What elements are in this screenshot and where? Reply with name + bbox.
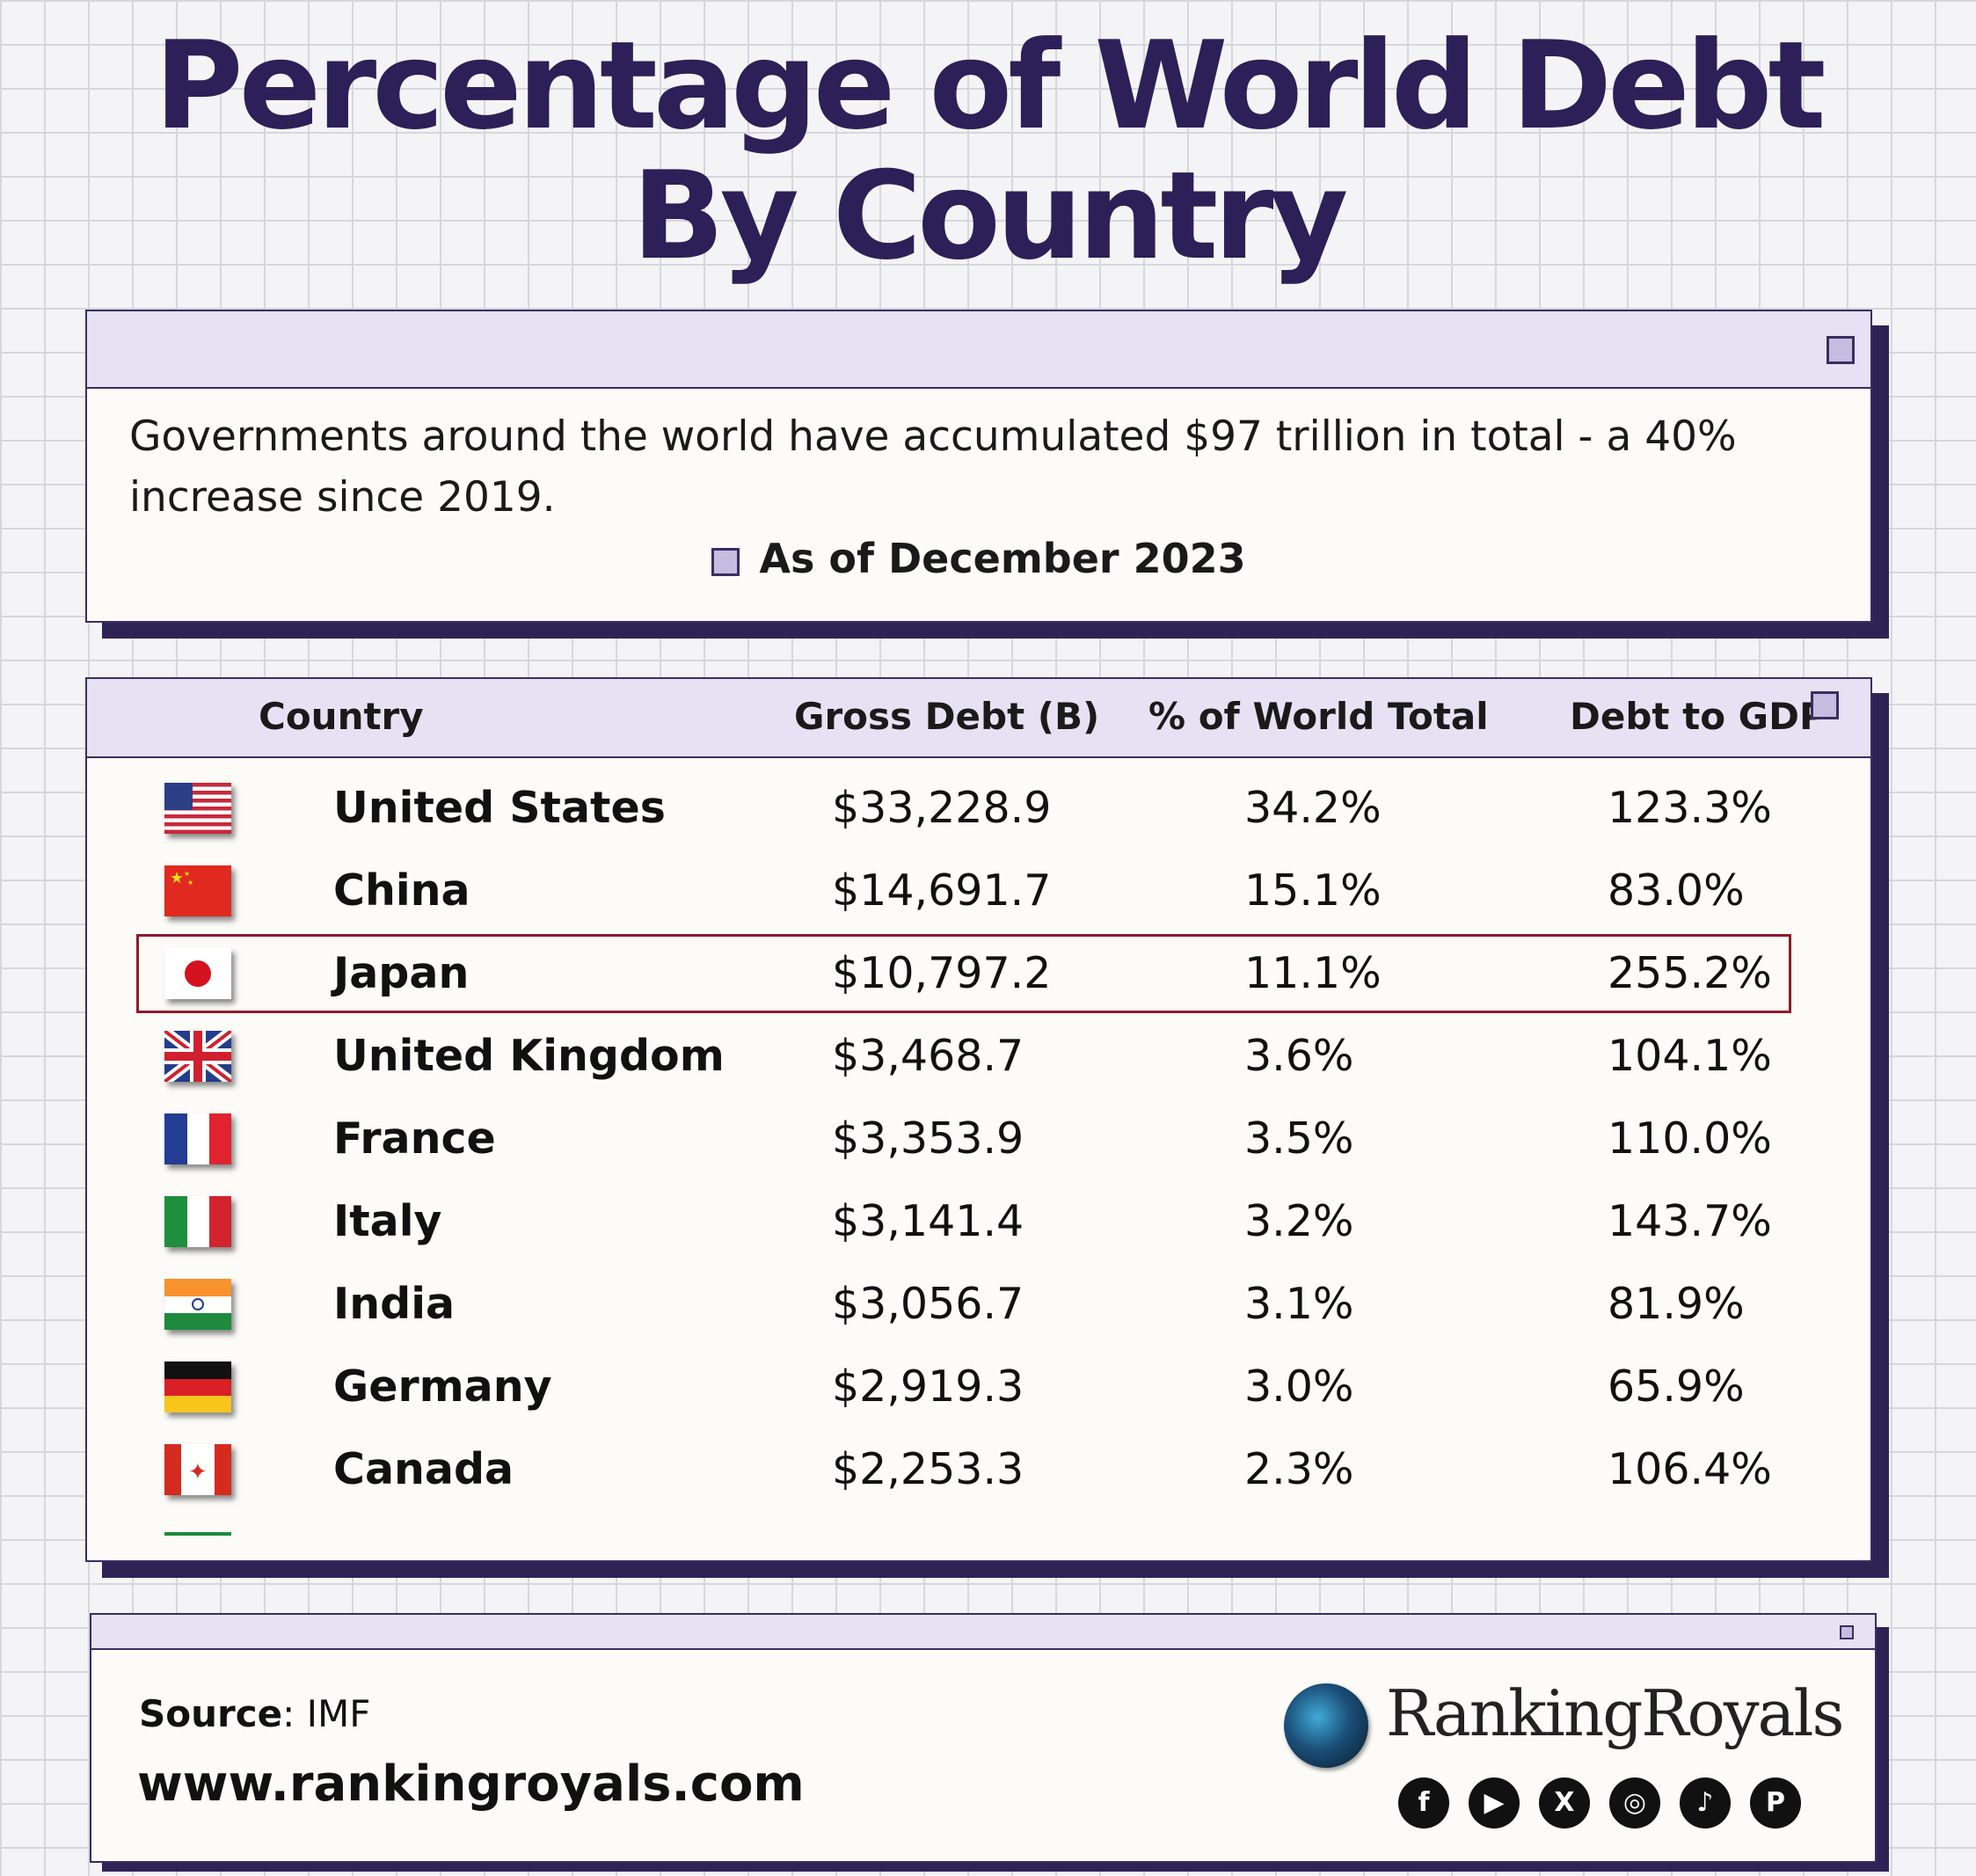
gross-debt: $33,228.9	[832, 783, 1052, 833]
debt-gdp: 123.3%	[1608, 783, 1772, 833]
debt-gdp: 81.9%	[1608, 1279, 1745, 1329]
country-name: India	[333, 1279, 456, 1329]
window-square-icon	[1811, 691, 1839, 719]
table-row: Germany $2,919.3 3.0% 65.9%	[87, 1346, 1870, 1428]
gross-debt: $10,797.2	[832, 948, 1052, 998]
tiktok-icon[interactable]: ♪	[1680, 1777, 1731, 1829]
footer-window: Source: IMF www.rankingroyals.com Rankin…	[90, 1613, 1877, 1863]
table-window: Country Gross Debt (B) % of World Total …	[85, 677, 1872, 1562]
world-pct: 2.3%	[1244, 1444, 1354, 1494]
country-name: Canada	[333, 1444, 514, 1494]
svg-text:★: ★	[170, 869, 184, 887]
source-line: Source: IMF	[139, 1692, 370, 1735]
svg-text:✦: ✦	[188, 1459, 208, 1485]
country-name: France	[333, 1113, 496, 1164]
world-pct: 3.0%	[1244, 1361, 1354, 1412]
world-pct: 3.2%	[1244, 1196, 1354, 1246]
debt-gdp: 83.0%	[1608, 865, 1745, 916]
header-world-total: % of World Total	[1148, 695, 1489, 738]
debt-gdp: 65.9%	[1608, 1361, 1745, 1412]
website-url[interactable]: www.rankingroyals.com	[137, 1756, 805, 1813]
facebook-icon[interactable]: f	[1398, 1777, 1449, 1829]
x-icon[interactable]: X	[1539, 1777, 1590, 1829]
intro-window-titlebar	[87, 311, 1870, 389]
page-title: Percentage of World Debt	[154, 15, 1826, 157]
country-name: Italy	[333, 1196, 442, 1246]
gross-debt: $3,353.9	[832, 1113, 1024, 1164]
debt-gdp: 143.7%	[1608, 1196, 1772, 1246]
france-flag-icon	[164, 1113, 231, 1164]
source-value: : IMF	[282, 1692, 371, 1735]
intro-text: Governments around the world have accumu…	[129, 412, 1737, 522]
header-gross-debt: Gross Debt (B)	[794, 695, 1100, 738]
india-flag-icon	[164, 1279, 231, 1330]
svg-text:★: ★	[184, 870, 190, 878]
china-flag-icon: ★ ★ ★	[164, 865, 231, 916]
window-square-icon	[1827, 336, 1855, 364]
youtube-icon[interactable]: ▶	[1469, 1777, 1520, 1829]
table-row: India $3,056.7 3.1% 81.9%	[87, 1263, 1870, 1346]
debt-gdp: 104.1%	[1608, 1031, 1772, 1081]
japan-flag-icon	[164, 948, 231, 999]
table-row: France $3,353.9 3.5% 110.0%	[87, 1098, 1870, 1180]
header-country: Country	[259, 695, 424, 738]
uk-flag-icon	[164, 1031, 231, 1082]
gross-debt: $14,691.7	[832, 865, 1052, 916]
italy-flag-icon	[164, 1196, 231, 1247]
table-row: United States $33,228.9 34.2% 123.3%	[87, 767, 1870, 850]
country-name: China	[333, 865, 470, 916]
country-name: Japan	[333, 948, 470, 998]
world-pct: 3.1%	[1244, 1279, 1354, 1329]
canada-flag-icon: ✦	[164, 1444, 231, 1495]
country-name: United Kingdom	[333, 1031, 725, 1081]
footer-window-titlebar	[91, 1615, 1875, 1650]
as-of-label: As of December 2023	[759, 535, 1246, 582]
country-name: United States	[333, 783, 666, 833]
svg-text:★: ★	[187, 879, 193, 887]
debt-gdp: 110.0%	[1608, 1113, 1772, 1164]
pinterest-icon[interactable]: P	[1750, 1777, 1801, 1829]
gross-debt: $2,919.3	[832, 1361, 1024, 1412]
world-pct: 11.1%	[1244, 948, 1382, 998]
germany-flag-icon	[164, 1361, 231, 1412]
table-row: Italy $3,141.4 3.2% 143.7%	[87, 1180, 1870, 1263]
gross-debt: $3,141.4	[832, 1196, 1024, 1246]
gross-debt: $3,056.7	[832, 1279, 1024, 1329]
table-row: ✦ Canada $2,253.3 2.3% 106.4%	[87, 1428, 1870, 1511]
brand-name: RankingRoyals	[1386, 1676, 1844, 1750]
debt-gdp: 255.2%	[1608, 948, 1772, 998]
header-debt-to-gdp: Debt to GDP	[1570, 695, 1827, 738]
table-row: ★ ★ ★ China $14,691.7 15.1% 83.0%	[87, 850, 1870, 932]
highlighted-row-frame	[136, 934, 1791, 1013]
country-name: Germany	[333, 1361, 552, 1412]
instagram-icon[interactable]: ◎	[1609, 1777, 1660, 1829]
world-pct: 15.1%	[1244, 865, 1382, 916]
next-row-fragment	[164, 1532, 231, 1536]
gross-debt: $3,468.7	[832, 1031, 1024, 1081]
bullet-square-icon	[711, 548, 740, 576]
debt-gdp: 106.4%	[1608, 1444, 1772, 1494]
world-pct: 34.2%	[1244, 783, 1382, 833]
us-flag-icon	[164, 783, 231, 834]
brand-logo-icon	[1284, 1683, 1368, 1768]
gross-debt: $2,253.3	[832, 1444, 1024, 1494]
intro-window: Governments around the world have accumu…	[85, 310, 1872, 623]
page-subtitle: By Country	[631, 145, 1349, 287]
world-pct: 3.5%	[1244, 1113, 1354, 1164]
world-pct: 3.6%	[1244, 1031, 1354, 1081]
table-row-highlighted: Japan $10,797.2 11.1% 255.2%	[87, 932, 1870, 1015]
table-header-bar: Country Gross Debt (B) % of World Total …	[87, 679, 1870, 758]
as-of-date: As of December 2023	[87, 535, 1870, 582]
window-square-icon	[1840, 1625, 1854, 1639]
source-label: Source	[139, 1692, 283, 1735]
table-row: United Kingdom $3,468.7 3.6% 104.1%	[87, 1015, 1870, 1098]
